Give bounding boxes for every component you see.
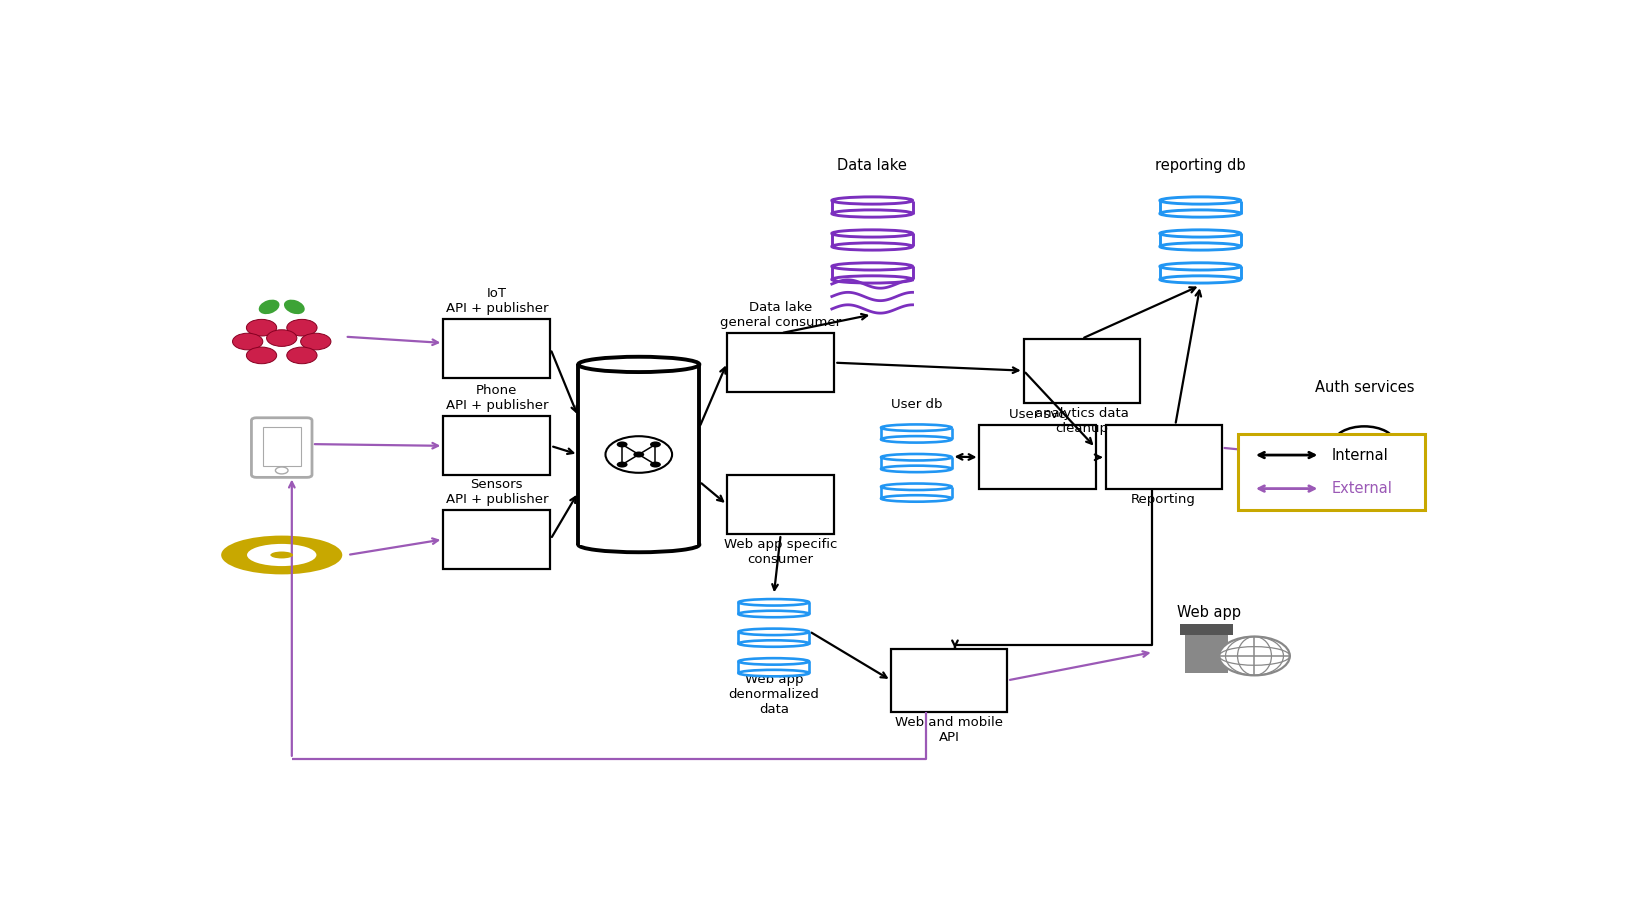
Ellipse shape [247,544,316,566]
Text: Web app specific
consumer: Web app specific consumer [724,538,837,566]
Circle shape [650,462,661,468]
Ellipse shape [283,300,304,314]
FancyBboxPatch shape [1159,201,1241,213]
FancyBboxPatch shape [739,602,809,614]
FancyBboxPatch shape [443,320,550,378]
Ellipse shape [881,436,952,443]
Circle shape [617,462,627,468]
Text: Auth services: Auth services [1314,380,1415,395]
Circle shape [267,329,296,346]
Ellipse shape [1159,197,1241,204]
Ellipse shape [832,275,913,284]
Circle shape [246,347,277,364]
Ellipse shape [578,356,700,372]
Circle shape [1219,636,1289,675]
Text: User svc: User svc [1009,409,1066,421]
FancyBboxPatch shape [262,428,301,466]
Circle shape [617,441,627,447]
FancyBboxPatch shape [881,487,952,499]
FancyBboxPatch shape [578,364,700,544]
Circle shape [1314,438,1363,464]
FancyBboxPatch shape [881,428,952,439]
Text: Web app: Web app [1177,605,1241,620]
FancyBboxPatch shape [443,510,550,569]
Ellipse shape [221,536,342,574]
FancyBboxPatch shape [832,266,913,279]
Ellipse shape [739,599,809,606]
Text: Web and mobile
API: Web and mobile API [895,716,1003,744]
Ellipse shape [1159,275,1241,284]
FancyBboxPatch shape [891,649,1008,712]
Text: Reporting: Reporting [1131,493,1197,507]
Circle shape [650,441,661,447]
Circle shape [287,347,317,364]
Ellipse shape [270,552,293,558]
FancyBboxPatch shape [832,233,913,247]
Text: reporting db: reporting db [1154,158,1245,173]
Circle shape [1382,451,1423,472]
Ellipse shape [881,483,952,490]
Text: Internal: Internal [1332,447,1389,463]
Circle shape [246,320,277,336]
Ellipse shape [259,300,280,314]
FancyBboxPatch shape [1180,625,1232,635]
Ellipse shape [739,611,809,617]
Ellipse shape [241,542,322,568]
FancyBboxPatch shape [1105,426,1221,490]
Ellipse shape [259,547,304,562]
Ellipse shape [1159,230,1241,237]
Circle shape [233,333,262,350]
Ellipse shape [881,495,952,501]
Text: External: External [1332,482,1392,496]
FancyBboxPatch shape [251,418,313,477]
Text: Data lake: Data lake [837,158,907,173]
Circle shape [1306,451,1346,472]
Ellipse shape [832,210,913,217]
Circle shape [287,320,317,336]
Ellipse shape [832,197,913,204]
Circle shape [606,436,672,472]
FancyBboxPatch shape [443,417,550,475]
Ellipse shape [832,230,913,237]
Ellipse shape [881,465,952,472]
FancyBboxPatch shape [832,201,913,213]
FancyBboxPatch shape [881,457,952,469]
Ellipse shape [739,658,809,665]
Text: analytics data
cleanup: analytics data cleanup [1035,407,1128,435]
FancyBboxPatch shape [980,426,1096,490]
FancyBboxPatch shape [1024,338,1140,402]
FancyBboxPatch shape [728,475,834,535]
Ellipse shape [881,454,952,461]
Circle shape [633,452,645,457]
FancyBboxPatch shape [739,662,809,673]
Ellipse shape [832,243,913,250]
Ellipse shape [1159,243,1241,250]
FancyBboxPatch shape [739,632,809,644]
Ellipse shape [739,628,809,635]
Text: Phone
API + publisher: Phone API + publisher [446,384,549,412]
Ellipse shape [578,537,700,553]
Text: IoT
API + publisher: IoT API + publisher [446,287,549,315]
Text: Sensors
API + publisher: Sensors API + publisher [446,478,549,506]
Ellipse shape [1159,210,1241,217]
Ellipse shape [881,425,952,431]
FancyBboxPatch shape [728,333,834,392]
Text: Web app
denormalized
data: Web app denormalized data [728,673,819,716]
Ellipse shape [739,670,809,676]
FancyBboxPatch shape [1239,434,1424,510]
Circle shape [1333,427,1395,460]
FancyBboxPatch shape [1159,266,1241,279]
Ellipse shape [739,640,809,647]
Circle shape [301,333,330,350]
FancyBboxPatch shape [1159,233,1241,247]
Circle shape [1338,449,1390,477]
Text: User db: User db [891,398,943,410]
Text: Data lake
general consumer: Data lake general consumer [720,302,842,329]
Ellipse shape [1159,263,1241,270]
Circle shape [1366,438,1415,464]
Ellipse shape [832,263,913,270]
FancyBboxPatch shape [1185,635,1228,673]
